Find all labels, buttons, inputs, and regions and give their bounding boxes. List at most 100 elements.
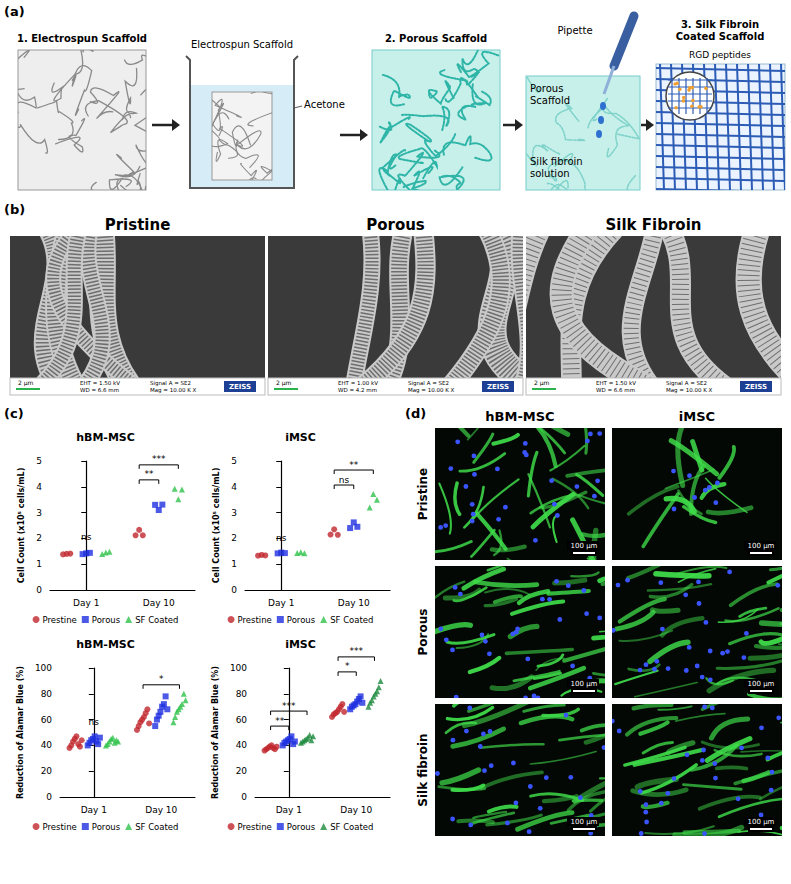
- svg-text:80: 80: [236, 689, 248, 699]
- svg-text:2. Porous Scaffold: 2. Porous Scaffold: [385, 33, 487, 44]
- svg-text:1: 1: [36, 559, 42, 569]
- svg-text:ns: ns: [276, 533, 287, 543]
- svg-text:Reduction of Alamar Blue (%): Reduction of Alamar Blue (%): [16, 666, 25, 799]
- svg-text:Day 10: Day 10: [145, 805, 177, 815]
- svg-text:(a): (a): [4, 4, 25, 19]
- svg-text:Pristine: Pristine: [416, 468, 430, 521]
- svg-text:***: ***: [350, 646, 364, 656]
- svg-text:Cell Count (x10⁵ cells/mL): Cell Count (x10⁵ cells/mL): [212, 468, 221, 584]
- svg-text:2 µm: 2 µm: [534, 379, 550, 387]
- svg-text:100 µm: 100 µm: [571, 542, 598, 550]
- svg-text:*: *: [159, 674, 164, 684]
- svg-text:hBM-MSC: hBM-MSC: [76, 638, 135, 651]
- svg-text:ZEISS: ZEISS: [745, 383, 767, 391]
- svg-text:EHT = 1.50 kV: EHT = 1.50 kV: [80, 380, 120, 386]
- svg-text:WD = 4.2 mm: WD = 4.2 mm: [338, 387, 377, 393]
- svg-text:RGD peptides: RGD peptides: [689, 50, 751, 60]
- svg-text:Reduction of Alamar Blue (%): Reduction of Alamar Blue (%): [211, 666, 220, 799]
- svg-text:Silk Fibroin: Silk Fibroin: [606, 216, 702, 234]
- svg-text:Porous: Porous: [92, 822, 121, 832]
- svg-text:100 µm: 100 µm: [571, 680, 598, 688]
- svg-text:Signal A = SE2: Signal A = SE2: [666, 380, 707, 387]
- svg-text:0: 0: [231, 585, 237, 595]
- svg-text:Acetone: Acetone: [304, 99, 345, 110]
- svg-text:Silk fibroin: Silk fibroin: [530, 156, 583, 167]
- svg-text:3. Silk Fibroin: 3. Silk Fibroin: [681, 19, 759, 30]
- svg-text:80: 80: [41, 689, 53, 699]
- svg-text:100: 100: [230, 663, 247, 673]
- svg-text:40: 40: [236, 740, 248, 750]
- svg-text:2 µm: 2 µm: [18, 379, 34, 387]
- svg-text:(d): (d): [405, 406, 426, 421]
- svg-text:Porous: Porous: [416, 609, 430, 656]
- svg-text:60: 60: [41, 715, 53, 725]
- svg-text:SF Coated: SF Coated: [135, 615, 178, 625]
- svg-text:1. Electrospun Scaffold: 1. Electrospun Scaffold: [17, 33, 147, 44]
- svg-text:***: ***: [282, 701, 296, 711]
- svg-text:(b): (b): [4, 202, 25, 217]
- svg-text:ns: ns: [339, 475, 350, 485]
- svg-text:2: 2: [231, 533, 237, 543]
- svg-text:Day 1: Day 1: [268, 598, 294, 608]
- svg-text:iMSC: iMSC: [285, 638, 316, 651]
- svg-text:40: 40: [41, 740, 53, 750]
- svg-text:EHT = 1.50 kV: EHT = 1.50 kV: [596, 380, 636, 386]
- svg-text:5: 5: [231, 456, 237, 466]
- svg-text:hBM-MSC: hBM-MSC: [76, 431, 135, 444]
- svg-text:**: **: [275, 716, 285, 726]
- svg-text:ZEISS: ZEISS: [487, 383, 509, 391]
- svg-text:WD = 6.6 mm: WD = 6.6 mm: [80, 387, 119, 393]
- svg-text:Porous: Porous: [287, 615, 316, 625]
- svg-text:100 µm: 100 µm: [748, 542, 775, 550]
- svg-text:Porous: Porous: [530, 83, 563, 94]
- svg-text:Porous: Porous: [287, 822, 316, 832]
- svg-text:100 µm: 100 µm: [571, 818, 598, 826]
- svg-text:(c): (c): [4, 406, 24, 421]
- svg-text:ns: ns: [81, 532, 92, 542]
- svg-text:Prestine: Prestine: [238, 822, 272, 832]
- svg-text:Silk fibroin: Silk fibroin: [416, 733, 430, 806]
- svg-text:***: ***: [152, 454, 166, 464]
- svg-text:Day 10: Day 10: [340, 805, 372, 815]
- svg-text:Mag = 10.00 K X: Mag = 10.00 K X: [666, 387, 713, 394]
- svg-text:SF Coated: SF Coated: [330, 615, 373, 625]
- svg-text:Day 10: Day 10: [338, 598, 370, 608]
- svg-text:EHT = 1.00 kV: EHT = 1.00 kV: [338, 380, 378, 386]
- svg-text:Porous: Porous: [92, 615, 121, 625]
- svg-text:**: **: [144, 469, 154, 479]
- svg-text:0: 0: [46, 792, 52, 802]
- svg-text:**: **: [349, 460, 359, 470]
- svg-text:Signal A = SE2: Signal A = SE2: [408, 380, 449, 387]
- svg-text:*: *: [345, 661, 350, 671]
- svg-text:Coated Scaffold: Coated Scaffold: [676, 31, 765, 42]
- svg-text:ns: ns: [89, 717, 100, 727]
- svg-text:Day 1: Day 1: [276, 805, 302, 815]
- svg-text:3: 3: [36, 508, 42, 518]
- svg-text:hBM-MSC: hBM-MSC: [485, 409, 554, 424]
- svg-text:SF Coated: SF Coated: [135, 822, 178, 832]
- svg-text:ZEISS: ZEISS: [229, 383, 251, 391]
- svg-text:iMSC: iMSC: [679, 409, 715, 424]
- svg-text:20: 20: [41, 766, 53, 776]
- svg-text:2: 2: [36, 533, 42, 543]
- svg-text:solution: solution: [530, 168, 570, 179]
- svg-text:Electrospun Scaffold: Electrospun Scaffold: [191, 39, 293, 50]
- svg-text:Prestine: Prestine: [238, 615, 272, 625]
- svg-text:Pipette: Pipette: [557, 25, 592, 36]
- svg-text:Day 1: Day 1: [73, 598, 99, 608]
- svg-text:60: 60: [236, 715, 248, 725]
- svg-text:5: 5: [36, 456, 42, 466]
- svg-text:Day 10: Day 10: [143, 598, 175, 608]
- svg-text:100: 100: [35, 663, 52, 673]
- svg-text:Mag = 10.00 K X: Mag = 10.00 K X: [150, 387, 197, 394]
- svg-text:0: 0: [36, 585, 42, 595]
- svg-text:Cell Count (x10⁵ cells/mL): Cell Count (x10⁵ cells/mL): [17, 468, 26, 584]
- svg-text:2 µm: 2 µm: [276, 379, 292, 387]
- svg-text:4: 4: [36, 482, 42, 492]
- svg-text:0: 0: [241, 792, 247, 802]
- svg-text:1: 1: [231, 559, 237, 569]
- svg-text:100 µm: 100 µm: [748, 680, 775, 688]
- svg-text:Porous: Porous: [366, 216, 425, 234]
- svg-text:iMSC: iMSC: [285, 431, 316, 444]
- svg-text:20: 20: [236, 766, 248, 776]
